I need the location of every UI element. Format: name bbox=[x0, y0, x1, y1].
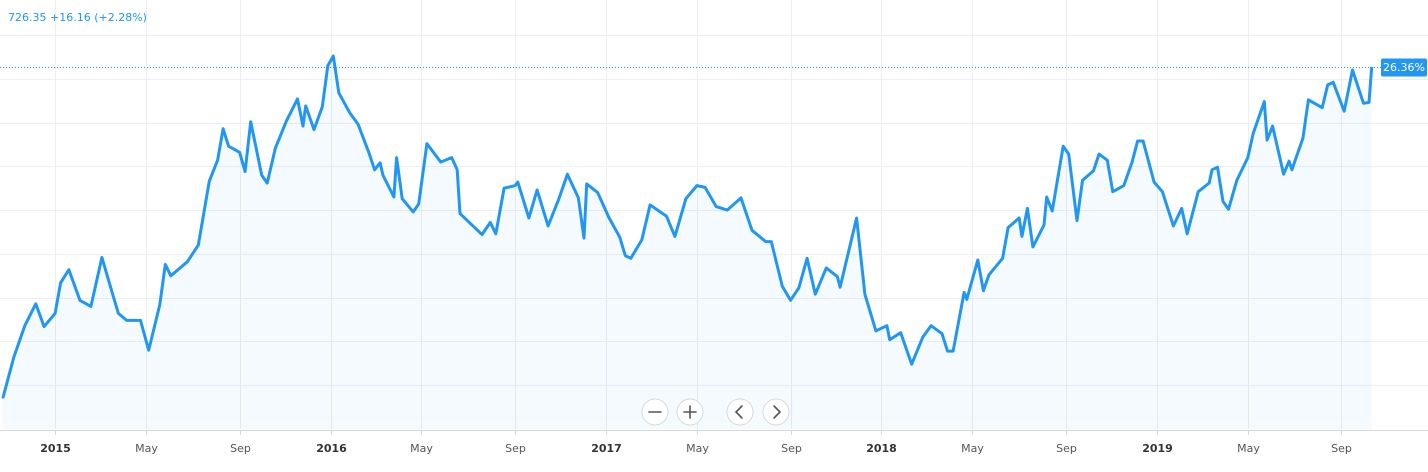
scroll-right-button[interactable] bbox=[762, 398, 790, 426]
x-tick-label: Sep bbox=[230, 442, 251, 455]
x-tick-label: 2017 bbox=[591, 442, 622, 455]
last-value: 26.36% bbox=[1381, 58, 1427, 77]
line bbox=[1, 54, 1374, 399]
last-value-box bbox=[1381, 58, 1427, 77]
x-tick-label: 2015 bbox=[40, 442, 71, 455]
x-tick-label: May bbox=[410, 442, 433, 455]
x-tick-label: Sep bbox=[1056, 442, 1077, 455]
plot bbox=[0, 54, 1381, 429]
x-tick-label: 2016 bbox=[316, 442, 347, 455]
x-axis: 2015 May Sep 2016 May Sep 2017 May Sep 2018 May Sep… bbox=[40, 431, 1352, 455]
zoom-out-button[interactable] bbox=[641, 398, 669, 426]
x-tick-label: Sep bbox=[1331, 442, 1352, 455]
scroll-left-button[interactable] bbox=[726, 398, 754, 426]
x-tick-label: May bbox=[686, 442, 709, 455]
header: 726.35 +16.16 (+2.28%) bbox=[8, 11, 147, 24]
area bbox=[2, 56, 1372, 429]
x-tick-label: May bbox=[135, 442, 158, 455]
grid bbox=[0, 0, 1428, 429]
zoom-in-button[interactable] bbox=[676, 398, 704, 426]
x-tick-label: May bbox=[961, 442, 984, 455]
x-tick-label: Sep bbox=[505, 442, 526, 455]
x-tick-label: 2019 bbox=[1142, 442, 1173, 455]
x-tick-label: May bbox=[1237, 442, 1260, 455]
x-tick-label: 2018 bbox=[866, 442, 897, 455]
x-tick-label: Sep bbox=[781, 442, 802, 455]
last-value-label: 26.36% bbox=[1383, 61, 1425, 74]
